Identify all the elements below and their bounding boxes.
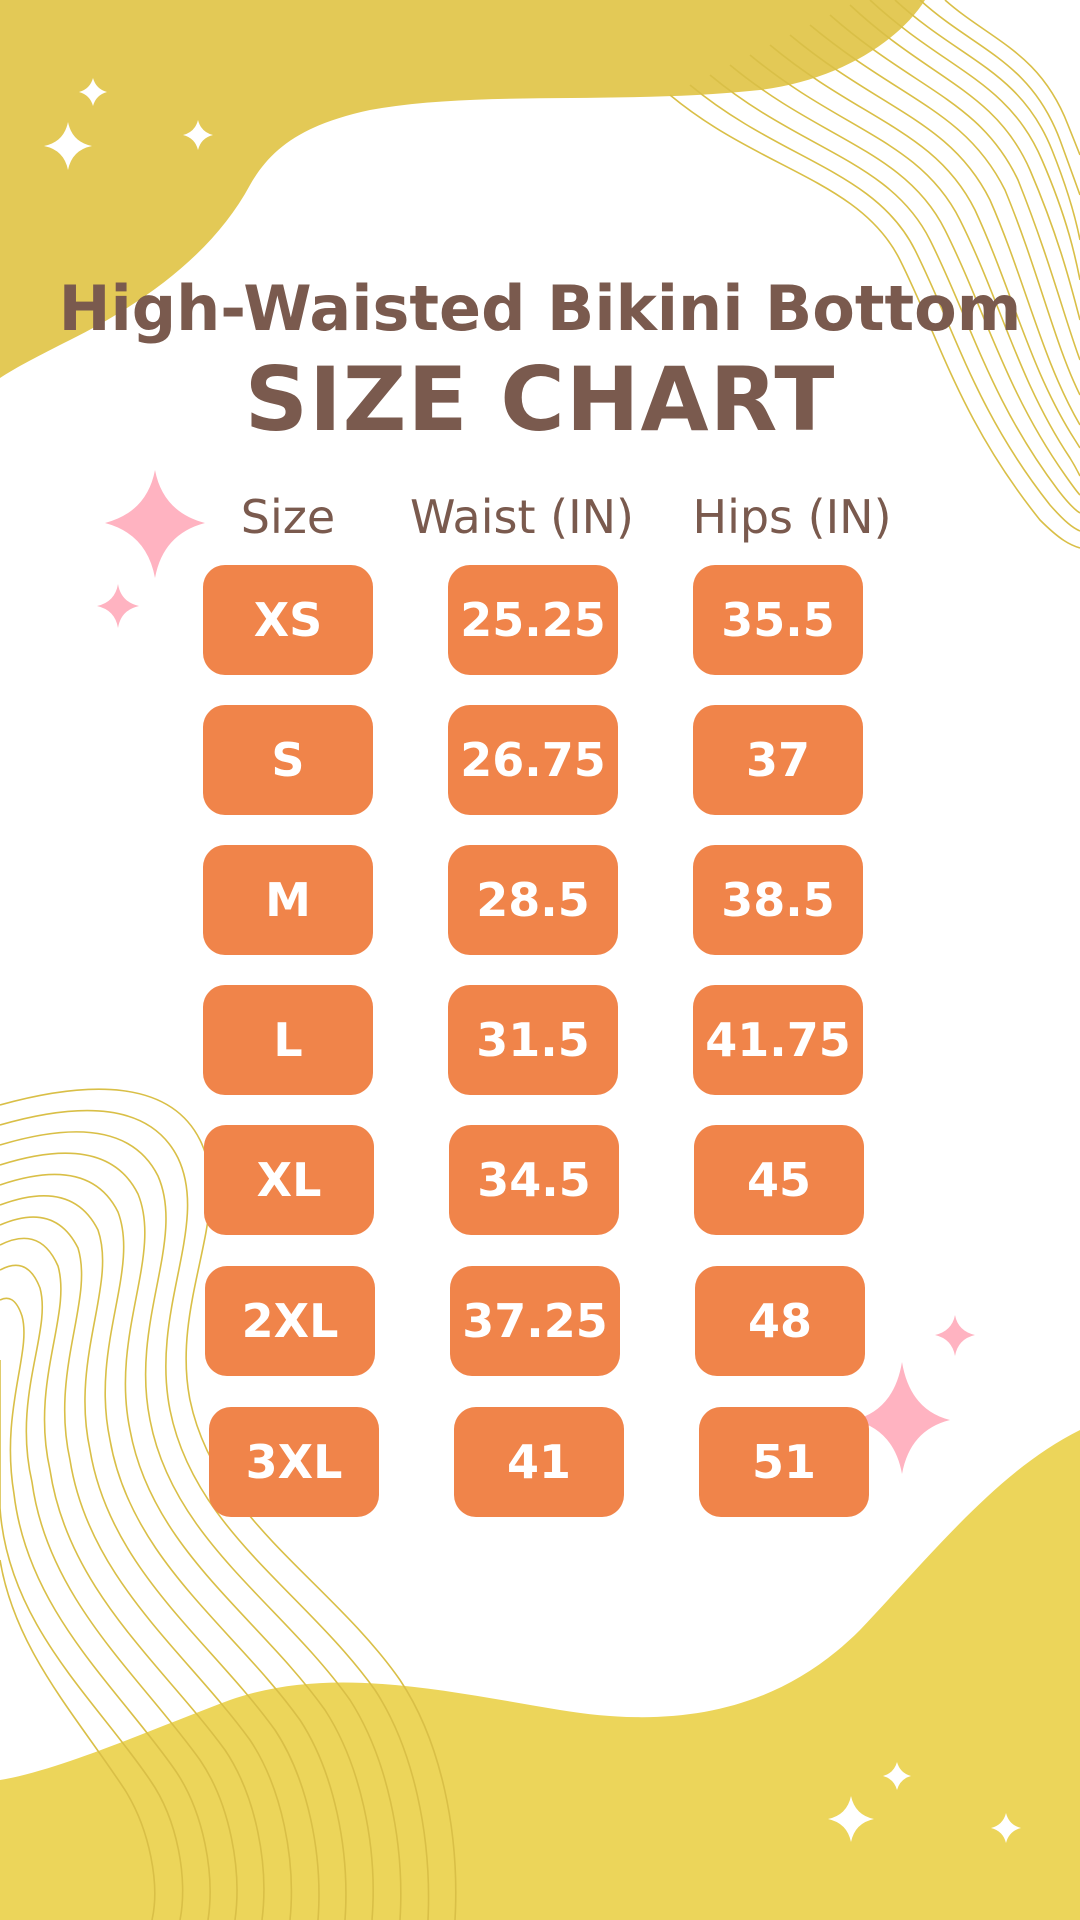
hips-cell: 35.5 [693,565,863,675]
waist-cell: 25.25 [448,565,618,675]
hips-cell: 41.75 [693,985,863,1095]
bottom-yellow-blob [0,1430,1080,1920]
waist-cell: 41 [454,1407,624,1517]
hips-cell: 51 [699,1407,869,1517]
sparkle-icon [854,1315,975,1474]
size-cell: 3XL [209,1407,379,1517]
bottom-left-wavy-lines [0,1088,457,1920]
waist-cell: 37.25 [450,1266,620,1376]
sparkle-icon [97,470,205,628]
product-title: High-Waisted Bikini Bottom [58,272,1022,345]
waist-column-header: Waist (IN) [409,490,634,544]
hips-cell: 48 [695,1266,865,1376]
hips-cell: 37 [693,705,863,815]
top-right-wavy-lines [669,0,1080,549]
size-cell: M [203,845,373,955]
size-cell: S [203,705,373,815]
waist-cell: 28.5 [448,845,618,955]
waist-cell: 31.5 [448,985,618,1095]
hips-cell: 38.5 [693,845,863,955]
size-chart-heading: SIZE CHART [244,348,836,451]
size-cell: L [203,985,373,1095]
size-cell: 2XL [205,1266,375,1376]
waist-cell: 34.5 [449,1125,619,1235]
size-column-header: Size [240,490,336,544]
top-yellow-blob [0,0,925,378]
waist-cell: 26.75 [448,705,618,815]
size-cell: XL [204,1125,374,1235]
sparkle-icon [44,78,213,170]
hips-cell: 45 [694,1125,864,1235]
size-cell: XS [203,565,373,675]
hips-column-header: Hips (IN) [692,490,892,544]
sparkle-icon [828,1762,1021,1843]
